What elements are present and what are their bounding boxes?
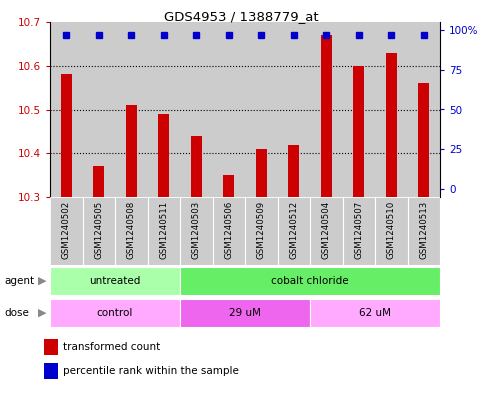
Bar — [180, 299, 310, 327]
Bar — [408, 22, 440, 197]
Bar — [191, 136, 202, 197]
Bar — [83, 22, 115, 197]
Text: GSM1240509: GSM1240509 — [257, 200, 266, 259]
Bar — [342, 22, 375, 197]
Bar — [60, 75, 72, 197]
Text: GDS4953 / 1388779_at: GDS4953 / 1388779_at — [164, 10, 319, 23]
Bar — [375, 22, 408, 197]
Text: 62 uM: 62 uM — [359, 308, 391, 318]
Bar — [245, 22, 278, 197]
Bar — [353, 66, 365, 197]
Text: GSM1240508: GSM1240508 — [127, 200, 136, 259]
Bar — [180, 266, 440, 296]
Text: dose: dose — [5, 308, 30, 318]
Bar — [213, 22, 245, 197]
Text: GSM1240511: GSM1240511 — [159, 200, 168, 259]
Bar — [93, 166, 104, 197]
Bar — [310, 299, 440, 327]
Bar — [158, 114, 170, 197]
Text: percentile rank within the sample: percentile rank within the sample — [63, 366, 239, 376]
Text: agent: agent — [5, 276, 35, 286]
Bar — [115, 22, 147, 197]
Text: GSM1240505: GSM1240505 — [94, 200, 103, 259]
Bar — [44, 363, 57, 379]
Text: GSM1240513: GSM1240513 — [419, 200, 428, 259]
Bar — [50, 22, 83, 197]
Text: untreated: untreated — [89, 276, 141, 286]
Text: control: control — [97, 308, 133, 318]
Bar — [147, 22, 180, 197]
Bar — [180, 22, 213, 197]
Bar — [321, 35, 332, 197]
Bar — [385, 53, 397, 197]
Text: cobalt chloride: cobalt chloride — [271, 276, 349, 286]
Text: GSM1240503: GSM1240503 — [192, 200, 201, 259]
Text: GSM1240502: GSM1240502 — [62, 200, 71, 259]
Text: GSM1240506: GSM1240506 — [224, 200, 233, 259]
Text: GSM1240510: GSM1240510 — [387, 200, 396, 259]
Bar — [310, 22, 342, 197]
Bar — [50, 266, 180, 296]
Text: GSM1240512: GSM1240512 — [289, 200, 298, 259]
Bar — [256, 149, 267, 197]
Text: ▶: ▶ — [38, 308, 47, 318]
Bar — [418, 83, 429, 197]
Bar — [278, 22, 310, 197]
Text: ▶: ▶ — [38, 276, 47, 286]
Text: transformed count: transformed count — [63, 342, 161, 352]
Text: 29 uM: 29 uM — [229, 308, 261, 318]
Bar — [126, 105, 137, 197]
Bar — [288, 145, 299, 197]
Text: GSM1240507: GSM1240507 — [354, 200, 363, 259]
Bar — [50, 299, 180, 327]
Bar — [44, 339, 57, 355]
Text: GSM1240504: GSM1240504 — [322, 200, 331, 259]
Bar — [223, 175, 234, 197]
